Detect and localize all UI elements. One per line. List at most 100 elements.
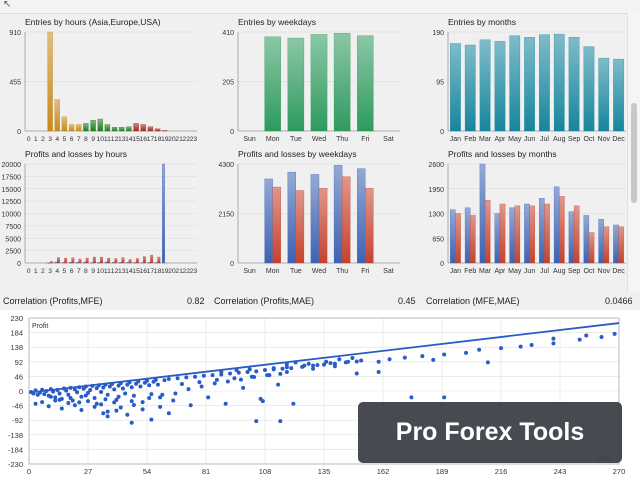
- bar: [162, 163, 165, 264]
- x-tick-label: 135: [318, 467, 331, 476]
- x-tick-label: 17: [147, 136, 155, 143]
- x-tick-label: Jun: [524, 136, 535, 143]
- bar: [54, 99, 60, 132]
- x-tick-label: 11: [104, 268, 111, 275]
- scatter-point: [214, 377, 219, 382]
- x-tick-label: 19: [161, 268, 169, 275]
- scatter-point: [48, 394, 53, 399]
- x-tick-label: 1: [34, 136, 38, 143]
- y-tick-label: -138: [8, 431, 23, 440]
- scatter-point: [79, 394, 84, 399]
- scatter-point: [123, 391, 128, 396]
- x-tick-label: 0: [27, 467, 31, 476]
- y-tick-label: 20000: [2, 162, 22, 169]
- scatter-point: [260, 399, 265, 404]
- scatter-point: [103, 397, 108, 402]
- bar: [553, 33, 565, 132]
- scatter-point: [64, 388, 69, 393]
- x-tick-label: 16: [139, 136, 147, 143]
- x-tick-label: Jan: [450, 136, 461, 143]
- vertical-scrollbar[interactable]: [627, 13, 640, 293]
- x-tick-label: 14: [125, 268, 133, 275]
- y-tick-label: 95: [436, 80, 444, 87]
- corr-mfe-mae-value: 0.0466: [605, 296, 633, 306]
- x-tick-label: Aug: [553, 268, 566, 275]
- scatter-point: [577, 337, 582, 342]
- scatter-point: [33, 401, 38, 406]
- x-tick-label: 7: [77, 136, 81, 143]
- bar: [333, 165, 343, 264]
- bar: [92, 256, 96, 264]
- corr-profits-mfe-value: 0.82: [187, 296, 205, 306]
- bar: [126, 126, 132, 132]
- x-tick-label: Mar: [479, 268, 492, 275]
- x-tick-label: Thu: [336, 268, 348, 275]
- scatter-point: [42, 392, 47, 397]
- scatter-point: [88, 388, 93, 393]
- bar: [119, 262, 122, 264]
- bar: [287, 37, 305, 132]
- x-tick-label: 4: [55, 268, 59, 275]
- bar: [68, 262, 72, 264]
- scatter-point: [485, 360, 490, 365]
- scatter-point: [112, 387, 117, 392]
- bar: [126, 262, 130, 264]
- chart-title: Profits and losses by weekdays: [238, 149, 357, 159]
- scatter-point: [158, 404, 163, 409]
- scatter-point: [72, 387, 77, 392]
- scatter-point: [359, 358, 364, 363]
- scatter-point: [149, 417, 154, 422]
- x-tick-label: Sat: [383, 268, 394, 275]
- x-tick-label: 13: [118, 268, 126, 275]
- bar: [47, 262, 51, 264]
- scatter-point: [278, 371, 283, 376]
- x-tick-label: Fri: [361, 268, 370, 275]
- bar: [83, 123, 89, 132]
- y-tick-label: 205: [222, 80, 234, 87]
- x-tick-label: 243: [554, 467, 567, 476]
- scrollbar-thumb[interactable]: [631, 103, 637, 203]
- bar: [154, 262, 158, 264]
- x-tick-label: 10: [96, 136, 104, 143]
- bar: [514, 205, 521, 264]
- scatter-point: [155, 382, 160, 387]
- scatter-point: [219, 369, 224, 374]
- bar: [157, 256, 161, 264]
- bar: [128, 259, 132, 264]
- bar: [100, 256, 103, 264]
- y-tick-label: 5000: [5, 236, 21, 243]
- correlation-bar: Correlation (Profits,MFE) 0.82 Correlati…: [0, 292, 640, 310]
- scatter-point: [284, 369, 289, 374]
- bar: [104, 124, 111, 132]
- scatter-point: [66, 392, 71, 397]
- scatter-point: [324, 359, 329, 364]
- chart-title: Profits and losses by hours: [25, 149, 127, 159]
- x-tick-label: 22: [182, 268, 190, 275]
- scatter-point: [311, 363, 316, 368]
- scatter-point: [149, 392, 154, 397]
- scatter-point: [241, 385, 246, 390]
- bar: [150, 254, 154, 264]
- x-tick-label: 7: [77, 268, 81, 275]
- y-tick-label: 0: [440, 261, 444, 268]
- scatter-point: [166, 376, 171, 381]
- bar: [68, 124, 75, 132]
- x-tick-label: Apr: [494, 268, 506, 275]
- x-tick-label: 13: [118, 136, 126, 143]
- bar: [479, 163, 486, 264]
- bar: [568, 211, 575, 264]
- scatter-point: [179, 382, 184, 387]
- y-tick-label: 1300: [428, 212, 444, 219]
- scatter-point: [376, 359, 381, 364]
- x-tick-label: 81: [202, 467, 210, 476]
- bar: [76, 124, 82, 132]
- x-tick-label: Sep: [568, 268, 581, 275]
- scatter-point: [289, 366, 294, 371]
- corr-profits-mae-label: Correlation (Profits,MAE): [214, 296, 315, 306]
- corr-mfe-mae-label: Correlation (MFE,MAE): [426, 296, 520, 306]
- bar: [119, 127, 125, 132]
- bar: [509, 35, 521, 132]
- plot-border: [28, 317, 620, 465]
- x-tick-label: 20: [168, 268, 176, 275]
